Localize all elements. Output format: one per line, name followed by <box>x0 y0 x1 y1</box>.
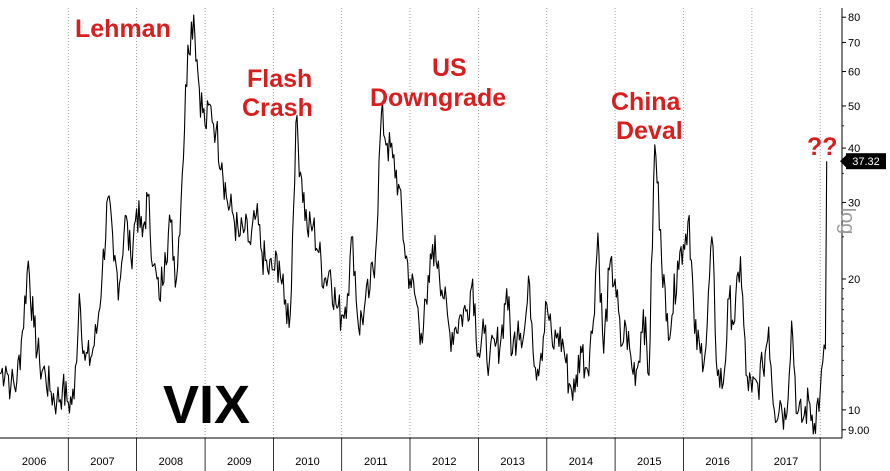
x-tick-label: 2016 <box>705 456 729 468</box>
x-tick-label: 2014 <box>569 456 593 468</box>
svg-text:Crash: Crash <box>242 94 313 122</box>
x-tick-label: 2015 <box>637 456 661 468</box>
y-tick-label: 40 <box>848 143 860 155</box>
svg-text:??: ?? <box>807 133 838 161</box>
x-tick-label: 2013 <box>500 456 524 468</box>
svg-text:Deval: Deval <box>616 117 683 145</box>
y-tick-label: 70 <box>848 37 860 49</box>
y-tick-label: 50 <box>848 101 860 113</box>
chart-title: VIX <box>163 375 250 435</box>
annotation-flash-crash: Flash Crash <box>242 65 313 122</box>
x-tick-label: 2010 <box>295 456 319 468</box>
annotation-us-downgrade: US Downgrade <box>370 54 506 112</box>
x-tick-label: 2007 <box>90 456 114 468</box>
x-tick-label: 2017 <box>774 456 798 468</box>
axes <box>0 8 843 471</box>
svg-text:Downgrade: Downgrade <box>370 84 506 112</box>
svg-text:37.32: 37.32 <box>852 156 880 168</box>
x-axis-tick-labels: 2006 2007 2008 2009 2010 2011 2012 2013 2014 2015… <box>22 456 798 468</box>
svg-text:China: China <box>611 88 682 116</box>
y-axis-label: log <box>836 208 858 235</box>
last-value-badge: 37.32 <box>840 153 886 170</box>
x-tick-label: 2011 <box>364 456 388 468</box>
x-tick-label: 2012 <box>432 456 456 468</box>
y-tick-label: 80 <box>848 12 860 24</box>
x-tick-label: 2009 <box>227 456 251 468</box>
y-axis-tick-labels: 9.00 10 20 30 40 50 60 70 80 <box>842 12 869 437</box>
annotation-question-marks: ?? <box>807 133 838 161</box>
y-tick-label: 10 <box>848 405 860 417</box>
svg-text:Flash: Flash <box>247 65 312 93</box>
svg-text:Lehman: Lehman <box>75 15 171 43</box>
x-tick-label: 2008 <box>159 456 183 468</box>
y-tick-label: 30 <box>848 197 860 209</box>
svg-text:US: US <box>432 54 467 82</box>
x-tick-label: 2006 <box>22 456 46 468</box>
annotation-lehman: Lehman <box>75 15 171 43</box>
y-tick-label: 20 <box>848 274 860 286</box>
annotation-china-deval: China Deval <box>611 88 683 145</box>
y-tick-label: 60 <box>848 67 860 79</box>
vix-series-line <box>0 14 828 435</box>
y-tick-label: 9.00 <box>848 425 869 437</box>
